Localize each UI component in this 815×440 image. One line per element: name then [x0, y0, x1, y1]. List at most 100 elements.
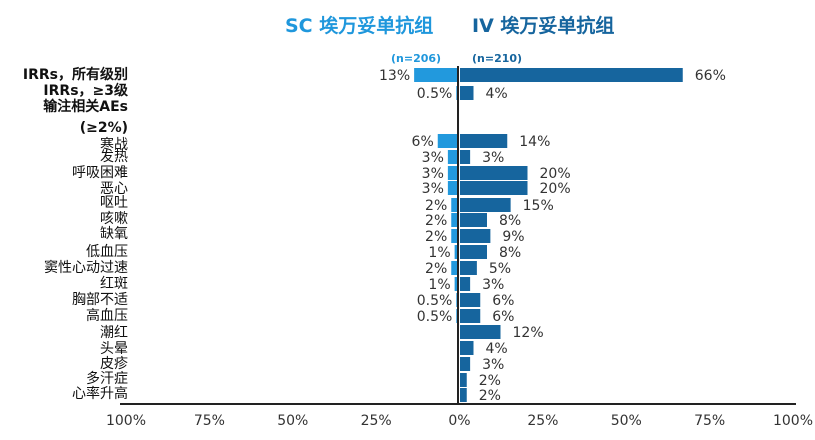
- category-label: 窦性心动过速: [44, 260, 128, 276]
- x-tick-label: 0%: [448, 413, 470, 429]
- title-sc-group: SC 埃万妥单抗组: [285, 14, 433, 37]
- bar-iv: [460, 86, 474, 100]
- value-label-sc: 2%: [425, 261, 447, 277]
- bar-sc: [451, 261, 458, 275]
- value-label-iv: 15%: [523, 198, 554, 214]
- value-label-iv: 14%: [519, 134, 550, 150]
- bar-iv: [460, 293, 481, 307]
- x-axis: 100% 75% 50% 25% 0% 25% 50% 75% 100%: [106, 66, 813, 429]
- bar-sc: [454, 245, 458, 259]
- value-label-iv: 3%: [482, 357, 504, 373]
- value-label-iv: 3%: [482, 277, 504, 293]
- bar-sc: [454, 277, 458, 291]
- value-label-iv: 4%: [486, 86, 508, 102]
- x-tick-label: 50%: [277, 413, 308, 429]
- bar-iv: [460, 166, 528, 180]
- bar-iv: [460, 245, 487, 259]
- value-label-sc: 2%: [425, 198, 447, 214]
- bar-iv: [460, 309, 481, 323]
- n-label-iv: (n=210): [472, 52, 522, 65]
- category-label: 红斑: [100, 276, 128, 292]
- bar-iv: [460, 181, 528, 195]
- value-label-sc: 3%: [422, 166, 444, 182]
- title-iv-group: IV 埃万妥单抗组: [472, 14, 614, 37]
- value-label-sc: 6%: [412, 134, 434, 150]
- category-label: 发热: [100, 149, 128, 165]
- value-label-sc: 1%: [428, 245, 450, 261]
- bar-sc: [451, 229, 458, 243]
- value-label-iv: 12%: [513, 325, 544, 341]
- x-tick-label: 25%: [361, 413, 392, 429]
- category-label: 胸部不适: [72, 292, 128, 308]
- bar-iv: [460, 134, 508, 148]
- category-label: 潮红: [100, 325, 128, 341]
- category-label: 寒战: [100, 136, 128, 153]
- value-label-iv: 66%: [695, 68, 726, 84]
- category-label: 皮疹: [100, 356, 128, 372]
- value-label-sc: 2%: [425, 229, 447, 245]
- x-tick-label: 100%: [773, 413, 813, 429]
- value-label-iv: 8%: [499, 213, 521, 229]
- bar-iv: [460, 150, 471, 164]
- value-label-sc: 3%: [422, 150, 444, 166]
- category-label: 低血压: [86, 244, 128, 260]
- category-label: 缺氧: [100, 226, 128, 242]
- value-label-iv: 3%: [482, 150, 504, 166]
- bar-sc: [447, 181, 458, 195]
- bar-iv: [460, 68, 683, 82]
- x-tick-label: 50%: [611, 413, 642, 429]
- category-label: IRRs，所有级别: [23, 66, 128, 83]
- category-label: 咳嗽: [100, 211, 128, 227]
- value-label-sc: 3%: [422, 181, 444, 197]
- bar-iv: [460, 213, 487, 227]
- category-label: 呕吐: [100, 195, 128, 211]
- value-label-iv: 2%: [479, 388, 501, 404]
- bar-sc: [451, 213, 458, 227]
- value-label-iv: 6%: [492, 293, 514, 309]
- x-tick-label: 75%: [194, 413, 225, 429]
- value-label-sc: 0.5%: [417, 293, 453, 309]
- bar-iv: [460, 198, 511, 212]
- n-label-sc: (n=206): [391, 52, 441, 65]
- value-label-iv: 8%: [499, 245, 521, 261]
- value-labels: 13% 66%0.5% 4%6% 14%3% 3%3% 20%3% 20%2% 15%2% 8%…: [379, 68, 726, 404]
- value-label-sc: 13%: [379, 68, 410, 84]
- bar-sc: [414, 68, 458, 82]
- category-label: 呼吸困难: [72, 165, 128, 181]
- category-label: 恶心: [100, 181, 128, 197]
- category-label: 多汗症: [86, 370, 128, 387]
- bar-iv: [460, 325, 501, 339]
- bars-group: [414, 68, 683, 402]
- value-label-iv: 20%: [540, 166, 571, 182]
- category-label: 高血压: [86, 307, 128, 324]
- value-label-iv: 2%: [479, 373, 501, 389]
- bar-iv: [460, 388, 467, 402]
- value-label-iv: 5%: [489, 261, 511, 277]
- category-label: (≥2%): [80, 120, 128, 136]
- value-label-sc: 1%: [428, 277, 450, 293]
- value-label-sc: 0.5%: [417, 86, 453, 102]
- bar-iv: [460, 357, 471, 371]
- value-label-iv: 4%: [486, 341, 508, 357]
- value-label-iv: 20%: [540, 181, 571, 197]
- x-tick-label: 25%: [527, 413, 558, 429]
- x-tick-label: 75%: [694, 413, 725, 429]
- bar-iv: [460, 341, 474, 355]
- x-tick-label: 100%: [106, 413, 146, 429]
- category-label: 输注相关AEs: [43, 98, 128, 115]
- value-label-sc: 2%: [425, 213, 447, 229]
- bar-sc: [451, 198, 458, 212]
- bar-sc: [447, 150, 458, 164]
- value-label-iv: 6%: [492, 309, 514, 325]
- value-label-iv: 9%: [502, 229, 524, 245]
- bar-sc: [437, 134, 458, 148]
- bar-iv: [460, 261, 477, 275]
- category-label: 心率升高: [72, 385, 128, 402]
- category-label: 头晕: [100, 341, 128, 357]
- bar-sc: [447, 166, 458, 180]
- value-label-sc: 0.5%: [417, 309, 453, 325]
- bar-iv: [460, 277, 471, 291]
- bar-iv: [460, 229, 491, 243]
